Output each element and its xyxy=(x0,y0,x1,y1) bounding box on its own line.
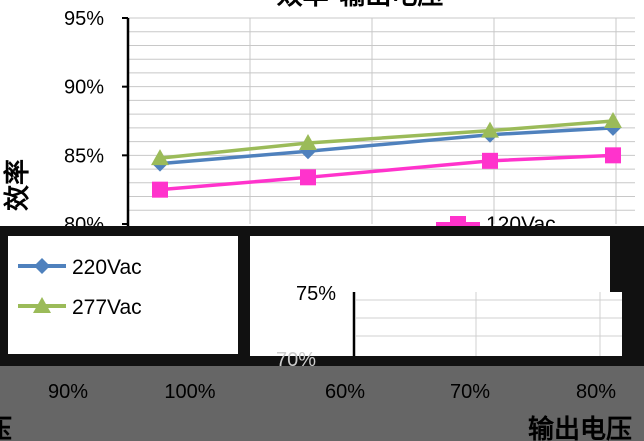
x-tick-label: 90% xyxy=(48,381,88,403)
x-tick-label: 80% xyxy=(576,381,616,403)
horizontal-gridlines xyxy=(128,17,635,211)
series-markers: 120Vac xyxy=(151,112,622,236)
inset-plot: 75% 70% xyxy=(276,283,622,371)
upper-plot: 80%85%90%95% 效率-输出电压 效率 120Vac xyxy=(2,0,635,236)
data-point-277vac xyxy=(299,133,317,150)
x-tick-label: 70% xyxy=(450,381,490,403)
inset-y-tick-75: 75% xyxy=(296,283,336,305)
series-line-220vac xyxy=(159,126,614,166)
x-tick-label: 100% xyxy=(164,381,215,403)
data-point-120vac xyxy=(300,169,316,186)
y-tick-labels: 80%85%90%95% xyxy=(64,8,128,236)
y-tick-label: 90% xyxy=(64,77,104,99)
series-line-277vac xyxy=(159,119,614,160)
legend: 220Vac 277Vac xyxy=(18,256,142,319)
data-point-277vac xyxy=(481,121,499,138)
data-point-120vac xyxy=(605,147,621,164)
data-point-277vac xyxy=(151,149,169,166)
inset-x-tick-labels: 90% 100% 60% 70% 80% xyxy=(48,381,616,403)
y-title-fragment: 压 xyxy=(0,415,12,441)
glitch-panel-right xyxy=(250,236,610,292)
series-lines xyxy=(159,119,614,192)
data-point-120vac xyxy=(482,152,498,169)
legend-marker-277vac xyxy=(33,297,51,313)
vertical-gridlines xyxy=(249,18,617,224)
legend-marker-220vac xyxy=(34,258,50,274)
inset-gridlines xyxy=(356,292,622,356)
legend-label-220vac: 220Vac xyxy=(72,256,142,279)
inset-y-tick-70: 70% xyxy=(276,349,316,371)
legend-label-277vac: 277Vac xyxy=(72,296,142,319)
chart-title: 效率-输出电压 xyxy=(277,0,444,11)
series-line-120vac xyxy=(159,153,614,192)
legend-panel xyxy=(8,236,238,354)
bottom-band xyxy=(0,366,644,441)
x-axis-title: 输出电压 xyxy=(528,414,632,441)
data-point-277vac xyxy=(604,112,622,128)
y-axis-title: 效率 xyxy=(2,159,33,211)
data-point-120vac xyxy=(152,181,168,198)
y-tick-label: 85% xyxy=(64,145,104,167)
y-tick-label: 95% xyxy=(64,8,104,30)
x-tick-label: 60% xyxy=(325,381,365,403)
inset-panel xyxy=(250,292,622,356)
